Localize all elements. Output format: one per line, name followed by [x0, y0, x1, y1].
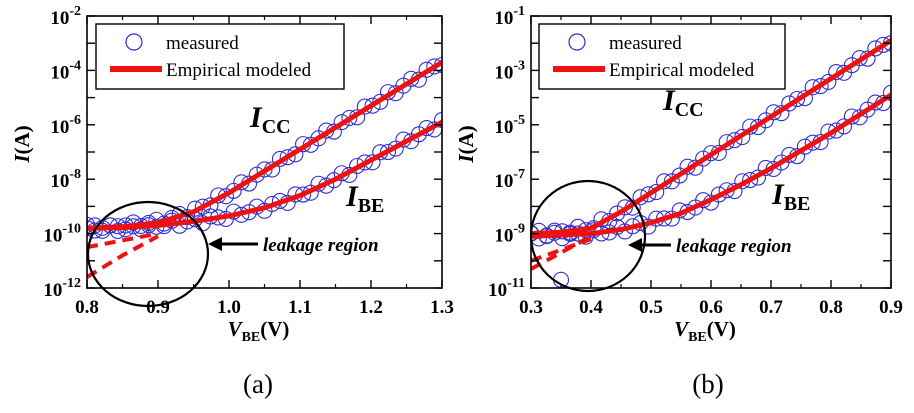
measured-point	[333, 114, 350, 131]
model-curve-ibe	[87, 119, 442, 231]
x-tick-label: 0.4	[579, 297, 603, 318]
y-axis-title: I(A)	[10, 125, 34, 163]
x-tick-label: 1.0	[217, 297, 241, 318]
curve-label-cc: ICC	[249, 101, 291, 138]
legend-circle-marker	[568, 33, 586, 51]
y-tick-label: 10-7	[494, 167, 525, 192]
measured-point	[702, 145, 720, 162]
measured-point	[256, 161, 273, 178]
y-tick-label: 10-2	[50, 4, 81, 29]
model-curve-ibe	[531, 92, 891, 239]
measured-point	[279, 149, 296, 166]
measured-point	[835, 118, 853, 135]
x-tick-label: 0.3	[519, 297, 543, 318]
y-tick-label: 10-6	[50, 113, 81, 138]
y-tick-label: 10-10	[43, 222, 81, 247]
panel-a: 0.8 0.9 1.0 1.1 1.2 1.3 10-12 10-10 10-8 10-6 10-4…	[10, 4, 454, 399]
x-tick-label: 1.1	[288, 297, 312, 318]
measured-point	[804, 134, 821, 151]
x-axis-title: VBE(V)	[674, 317, 736, 345]
y-tick-label: 10-11	[488, 276, 525, 301]
measured-point	[640, 186, 657, 203]
measured-point	[726, 132, 743, 149]
measured-point	[781, 95, 798, 112]
measured-point	[695, 150, 712, 167]
y-tick-label: 10-8	[50, 167, 81, 192]
measured-point	[742, 172, 759, 189]
legend: measured Empirical modeled	[538, 23, 786, 90]
y-axis-title: I(A)	[454, 125, 478, 163]
model-extrapolation-icc_extrapolated	[87, 234, 159, 279]
y-tick-label: 10-1	[494, 4, 525, 29]
x-tick-label: 1.3	[430, 297, 454, 318]
x-tick-label: 0.7	[759, 297, 783, 318]
x-tick-label: 0.9	[879, 297, 903, 318]
leakage-arrow-head	[628, 238, 642, 252]
legend-label-model: Empirical modeled	[166, 60, 312, 81]
x-tick-label: 0.6	[699, 297, 723, 318]
model-extrapolation-icc_extrapolated	[531, 234, 592, 271]
x-tick-label: 0.8	[819, 297, 843, 318]
model-extrapolation-ibe_extrapolated	[87, 231, 159, 250]
model-curve-icc	[531, 38, 891, 237]
x-tick-label: 0.8	[75, 297, 99, 318]
measured-point	[820, 73, 837, 91]
plot-area	[531, 35, 891, 288]
measured-points-ibe	[531, 84, 891, 247]
leakage-ellipse	[529, 179, 647, 293]
legend: measured Empirical modeled	[95, 23, 345, 90]
x-axis-title: VBE(V)	[228, 317, 290, 345]
measured-point	[364, 97, 381, 114]
legend-label-model: Empirical modeled	[609, 60, 755, 81]
leakage-annotation: leakage region	[676, 236, 792, 257]
y-tick-label: 10-4	[50, 58, 81, 83]
panel-caption: (a)	[243, 369, 273, 399]
panel-caption: (b)	[692, 369, 723, 399]
measured-point	[433, 111, 442, 129]
x-tick-label: 0.5	[639, 297, 663, 318]
model-extrapolation-ibe_extrapolated	[531, 237, 592, 263]
plot-area	[87, 56, 442, 279]
legend-label-measured: measured	[609, 33, 682, 54]
curve-label-be: IBE	[771, 178, 810, 215]
measured-point	[812, 78, 829, 95]
panel-b: 0.3 0.4 0.5 0.6 0.7 0.8 0.9 10-11 10-9 10-7 10-5 10…	[454, 4, 903, 399]
measured-point	[341, 109, 358, 126]
measured-point	[356, 154, 373, 171]
legend-label-measured: measured	[166, 33, 239, 54]
measured-point	[882, 84, 891, 101]
x-tick-label: 0.9	[146, 297, 170, 318]
leakage-arrow-head	[208, 237, 222, 251]
x-tick-label: 1.2	[359, 297, 383, 318]
y-tick-label: 10-3	[494, 58, 525, 83]
leakage-annotation: leakage region	[263, 235, 379, 256]
y-tick-label: 10-9	[494, 222, 525, 247]
leakage-ellipse	[86, 200, 210, 308]
y-tick-label: 10-12	[43, 276, 81, 301]
measured-point	[789, 90, 806, 108]
measured-point	[379, 143, 397, 161]
measured-point	[828, 122, 845, 139]
curve-label-be: IBE	[345, 180, 384, 217]
legend-circle-marker	[125, 33, 143, 51]
curve-label-cc: ICC	[662, 84, 704, 121]
measured-point	[87, 216, 96, 233]
y-tick-label: 10-5	[494, 113, 525, 138]
